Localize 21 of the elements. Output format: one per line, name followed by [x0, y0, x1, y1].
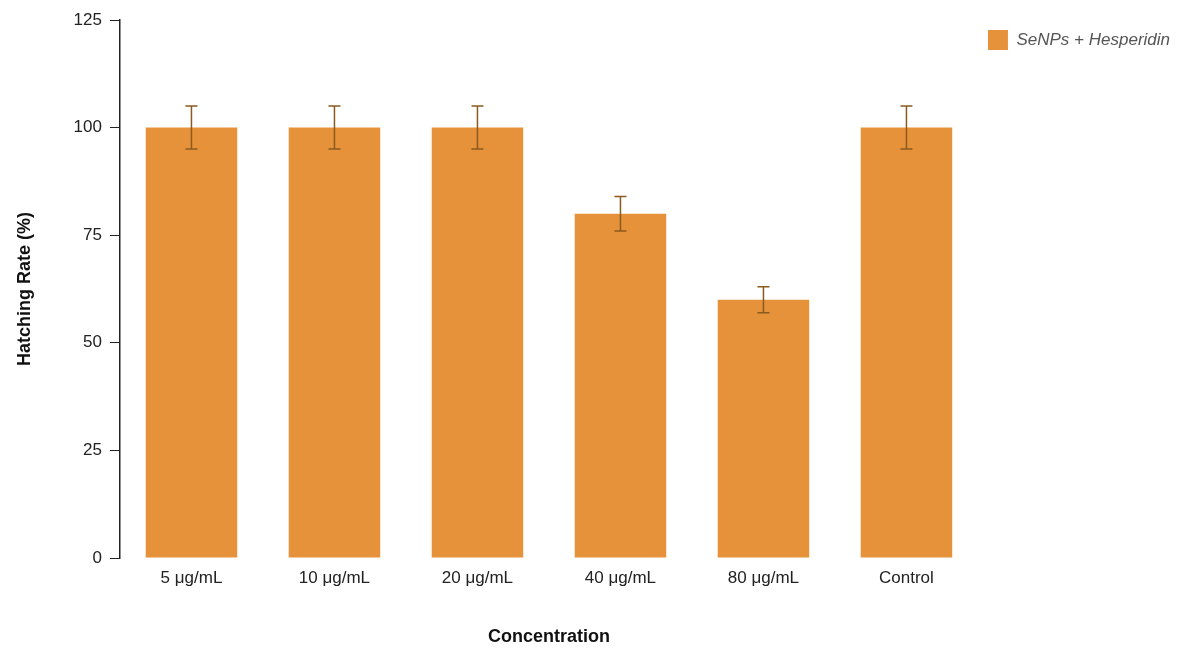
x-tick-label: 10 μg/mL	[298, 567, 371, 587]
y-tick-label: 25	[83, 440, 102, 460]
y-tick-label: 0	[92, 547, 102, 567]
bar	[145, 127, 238, 558]
bar	[574, 213, 667, 558]
y-tick-label: 75	[83, 224, 102, 244]
y-tick-label: 100	[73, 117, 102, 137]
bar	[860, 127, 953, 558]
x-axis-title: Concentration	[487, 626, 610, 647]
legend-label: SeNPs + Hesperidin	[1016, 29, 1171, 49]
bar	[717, 299, 810, 558]
bar	[288, 127, 381, 558]
x-tick-label: Control	[879, 567, 934, 587]
x-tick-label: 5 μg/mL	[160, 567, 223, 587]
y-tick-label: 50	[83, 332, 102, 352]
bar	[431, 127, 524, 558]
x-tick-label: 20 μg/mL	[441, 567, 514, 587]
y-axis-title: Hatching Rate (%)	[13, 211, 34, 367]
x-tick-label: 40 μg/mL	[584, 567, 657, 587]
y-tick-label: 125	[73, 9, 102, 29]
x-tick-label: 80 μg/mL	[727, 567, 800, 587]
